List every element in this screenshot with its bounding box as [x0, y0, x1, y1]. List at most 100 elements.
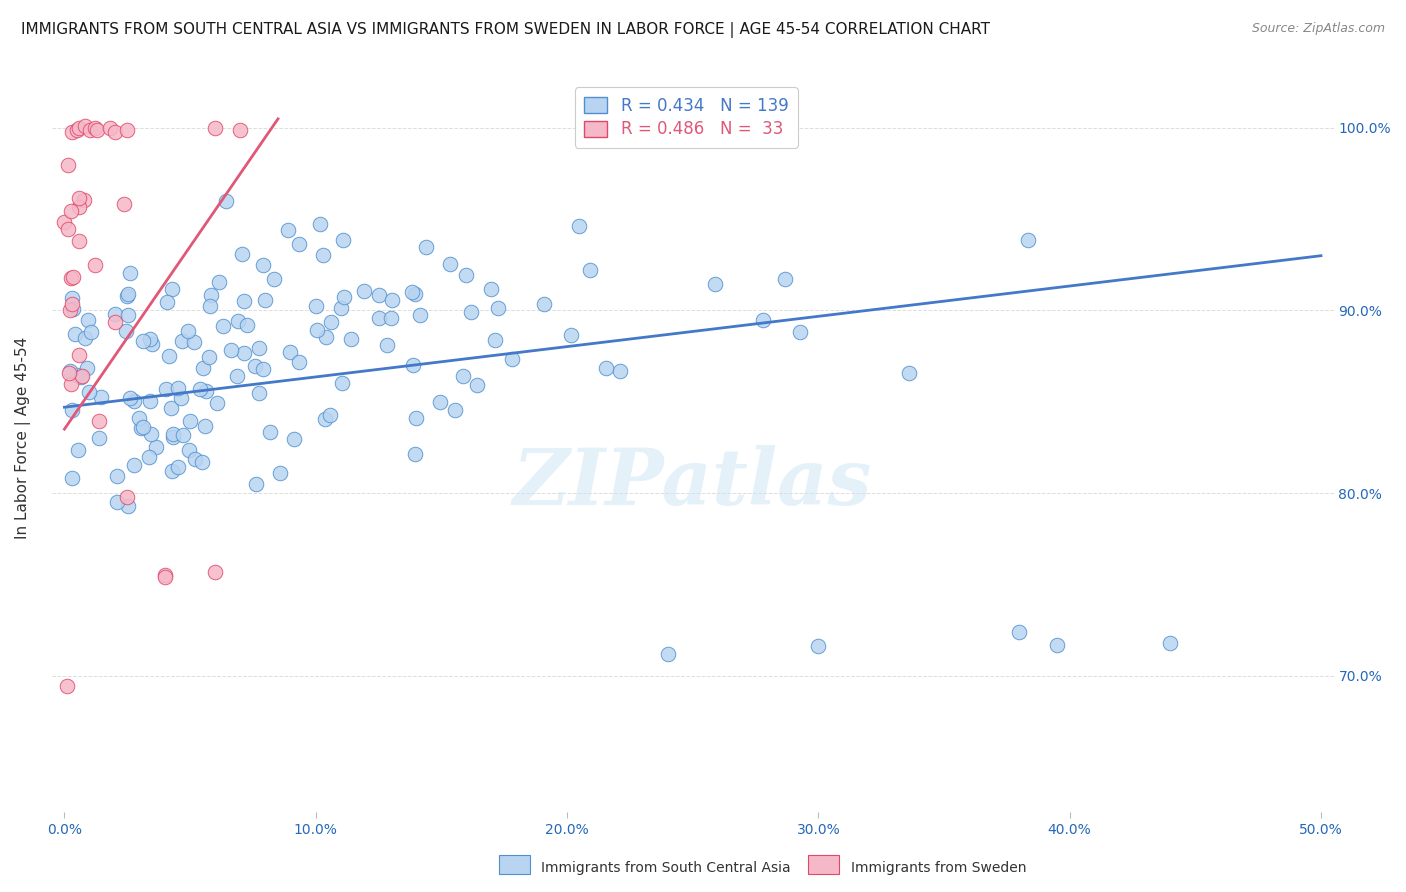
- Point: [120, 391, 142, 405]
- Point: [107, 495, 129, 509]
- Point: [56, 680, 79, 694]
- Point: [83, 120, 105, 135]
- Point: [170, 334, 193, 348]
- Point: [67, 234, 90, 248]
- Point: [98, 120, 121, 135]
- Point: [1046, 638, 1069, 652]
- Point: [479, 282, 502, 296]
- Point: [315, 329, 337, 343]
- Point: [330, 301, 353, 315]
- Point: [259, 425, 281, 439]
- Point: [353, 284, 375, 298]
- Point: [117, 499, 139, 513]
- Point: [183, 335, 205, 350]
- Point: [179, 414, 201, 428]
- Point: [340, 333, 363, 347]
- Point: [59, 364, 82, 378]
- Point: [162, 426, 184, 441]
- Point: [183, 451, 205, 466]
- Point: [157, 350, 180, 364]
- Point: [62, 269, 84, 284]
- Point: [115, 324, 138, 338]
- Point: [87, 414, 110, 428]
- Point: [368, 311, 391, 326]
- Point: [177, 324, 200, 338]
- Text: Source: ZipAtlas.com: Source: ZipAtlas.com: [1251, 22, 1385, 36]
- Point: [84, 258, 107, 272]
- Point: [62, 301, 84, 316]
- Point: [560, 328, 582, 343]
- Point: [486, 301, 509, 316]
- Point: [58, 157, 80, 171]
- Point: [460, 305, 482, 319]
- Point: [60, 204, 83, 219]
- Point: [252, 361, 274, 376]
- Point: [429, 395, 451, 409]
- Point: [236, 318, 259, 332]
- Point: [153, 570, 176, 584]
- Point: [104, 125, 127, 139]
- Point: [205, 396, 228, 410]
- Point: [90, 390, 112, 404]
- Point: [70, 369, 93, 384]
- Point: [380, 310, 402, 325]
- Point: [69, 120, 91, 135]
- Point: [87, 431, 110, 445]
- Point: [198, 351, 221, 365]
- Point: [595, 360, 617, 375]
- Point: [73, 194, 96, 208]
- Point: [60, 376, 83, 391]
- Point: [405, 410, 427, 425]
- Point: [609, 364, 631, 378]
- Text: IMMIGRANTS FROM SOUTH CENTRAL ASIA VS IMMIGRANTS FROM SWEDEN IN LABOR FORCE | AG: IMMIGRANTS FROM SOUTH CENTRAL ASIA VS IM…: [21, 22, 990, 38]
- Point: [401, 285, 423, 299]
- Point: [191, 455, 214, 469]
- Point: [200, 287, 222, 301]
- Point: [112, 197, 135, 211]
- Point: [319, 315, 342, 329]
- Point: [58, 222, 80, 236]
- Point: [305, 299, 328, 313]
- Point: [568, 219, 591, 234]
- Point: [215, 194, 238, 208]
- Point: [70, 369, 93, 384]
- Text: Immigrants from South Central Asia: Immigrants from South Central Asia: [541, 861, 792, 875]
- Point: [307, 323, 329, 337]
- Point: [807, 640, 830, 654]
- Point: [79, 122, 101, 136]
- Point: [501, 352, 523, 367]
- Point: [131, 334, 153, 349]
- Point: [247, 386, 270, 401]
- Point: [773, 271, 796, 285]
- Point: [156, 295, 179, 310]
- Point: [278, 344, 301, 359]
- Point: [208, 275, 231, 289]
- Point: [1017, 233, 1039, 247]
- Point: [60, 402, 83, 417]
- Point: [319, 408, 342, 422]
- Point: [381, 293, 404, 307]
- Point: [115, 122, 138, 136]
- Point: [67, 200, 90, 214]
- Point: [226, 313, 249, 327]
- Point: [141, 337, 163, 351]
- Point: [789, 325, 811, 339]
- Point: [145, 440, 167, 454]
- Point: [79, 384, 101, 399]
- Point: [160, 282, 183, 296]
- Point: [368, 288, 391, 302]
- Point: [252, 258, 274, 272]
- Point: [247, 342, 270, 356]
- Point: [375, 338, 398, 352]
- Point: [1008, 624, 1031, 639]
- Point: [314, 411, 336, 425]
- Point: [115, 289, 138, 303]
- Point: [155, 382, 177, 396]
- Point: [578, 263, 600, 277]
- Point: [166, 381, 188, 395]
- Point: [194, 384, 217, 398]
- Point: [129, 421, 152, 435]
- Point: [233, 346, 256, 360]
- Point: [204, 120, 226, 135]
- Point: [138, 394, 160, 409]
